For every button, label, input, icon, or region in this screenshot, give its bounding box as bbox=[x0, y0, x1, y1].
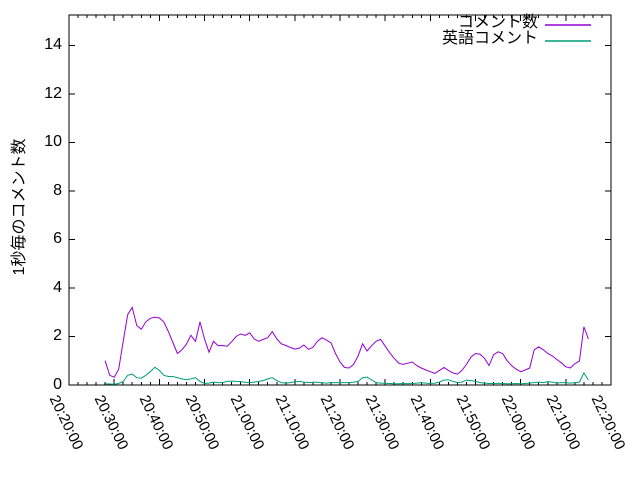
y-tick-label: 2 bbox=[53, 327, 62, 345]
y-tick-label: 4 bbox=[53, 278, 62, 296]
y-tick-label: 6 bbox=[53, 230, 62, 248]
legend-line-samples bbox=[545, 24, 591, 42]
y-tick-label: 0 bbox=[53, 376, 62, 393]
data-lines bbox=[104, 306, 589, 385]
series-line-コメント数 bbox=[104, 306, 589, 378]
axes bbox=[68, 14, 612, 386]
y-axis-title: 1秒毎のコメント数 bbox=[11, 138, 28, 276]
legend-label-english-comments: 英語コメント bbox=[441, 30, 538, 47]
y-tick-label: 8 bbox=[53, 181, 62, 199]
y-tick-label: 12 bbox=[44, 84, 62, 102]
legend-label-comment-count: コメント数 bbox=[457, 14, 538, 31]
y-tick-label: 14 bbox=[44, 36, 62, 54]
y-tick-label: 10 bbox=[44, 133, 62, 151]
series-line-英語コメント bbox=[105, 366, 589, 385]
